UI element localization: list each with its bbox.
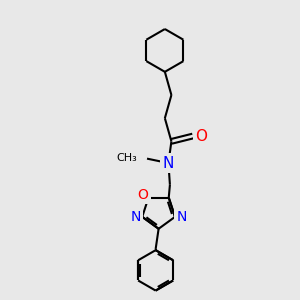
Text: N: N [163,156,174,171]
Text: O: O [138,188,148,202]
Text: O: O [195,128,207,143]
Text: N: N [130,210,141,224]
Text: N: N [176,210,187,224]
Text: CH₃: CH₃ [117,153,137,163]
